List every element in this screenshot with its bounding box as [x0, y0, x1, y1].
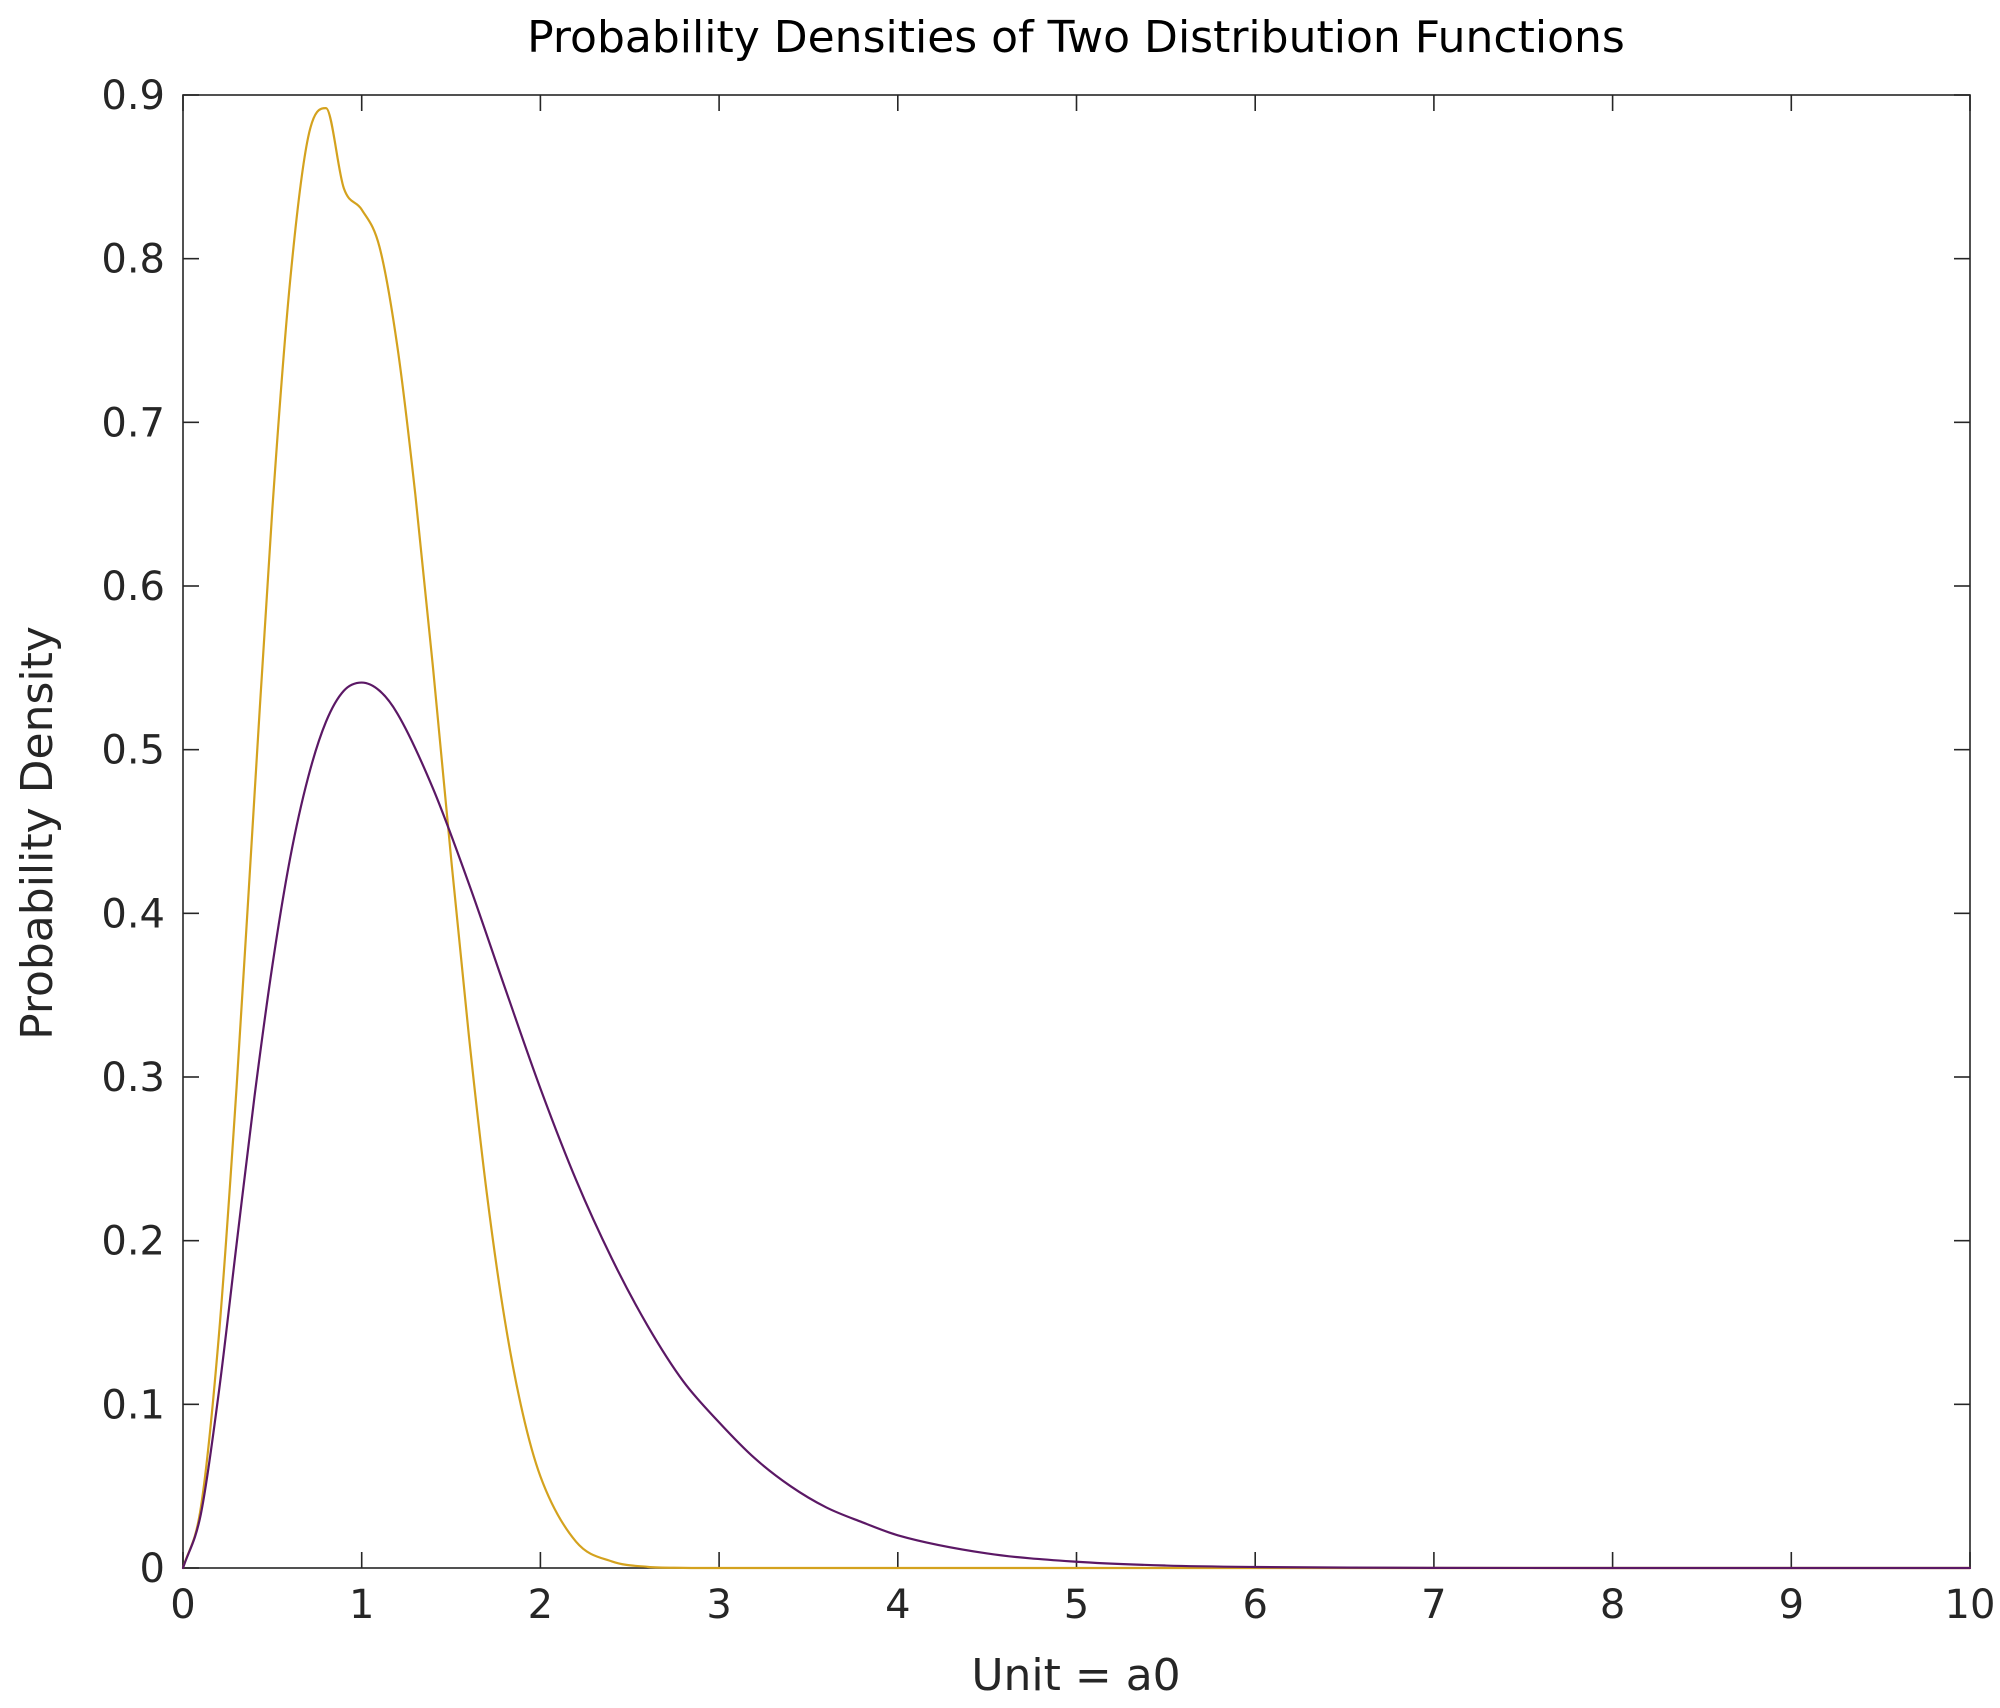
x-tick-label: 8: [1600, 1582, 1625, 1628]
y-tick-label: 0.8: [101, 237, 165, 283]
x-tick-label: 4: [885, 1582, 910, 1628]
y-tick-label: 0.4: [101, 891, 165, 937]
x-axis-label: Unit = a0: [971, 1650, 1180, 1701]
chart-title: Probability Densities of Two Distributio…: [527, 12, 1625, 63]
x-tick-label: 1: [349, 1582, 374, 1628]
series-line-2: [181, 681, 1972, 1570]
y-tick-label: 0.3: [101, 1055, 165, 1101]
y-tick-label: 0: [140, 1546, 165, 1592]
x-tick-label: 10: [1945, 1582, 1996, 1628]
x-tick-label: 2: [528, 1582, 553, 1628]
x-tick-label: 9: [1779, 1582, 1804, 1628]
y-tick-label: 0.7: [101, 400, 165, 446]
y-tick-label: 0.2: [101, 1219, 165, 1265]
y-tick-label: 0.6: [101, 564, 165, 610]
y-tick-label: 0.1: [101, 1382, 165, 1428]
y-axis-label: Probability Density: [12, 626, 63, 1040]
plot-area: 0 1 2 3 4 5 6 7 8 9 10 0 0.1 0.2 0.3 0.4 0.5 0.6 0.7 0.8 0.9: [101, 73, 1995, 1628]
y-tick-label: 0.9: [101, 73, 165, 119]
plot-frame: [182, 94, 1971, 1569]
series-line-1: [181, 106, 1972, 1570]
x-tick-label: 5: [1064, 1582, 1089, 1628]
x-tick-label: 3: [706, 1582, 731, 1628]
x-tick-label: 0: [170, 1582, 195, 1628]
y-tick-label: 0.5: [101, 728, 165, 774]
x-tick-label: 7: [1421, 1582, 1446, 1628]
x-tick-label: 6: [1242, 1582, 1267, 1628]
